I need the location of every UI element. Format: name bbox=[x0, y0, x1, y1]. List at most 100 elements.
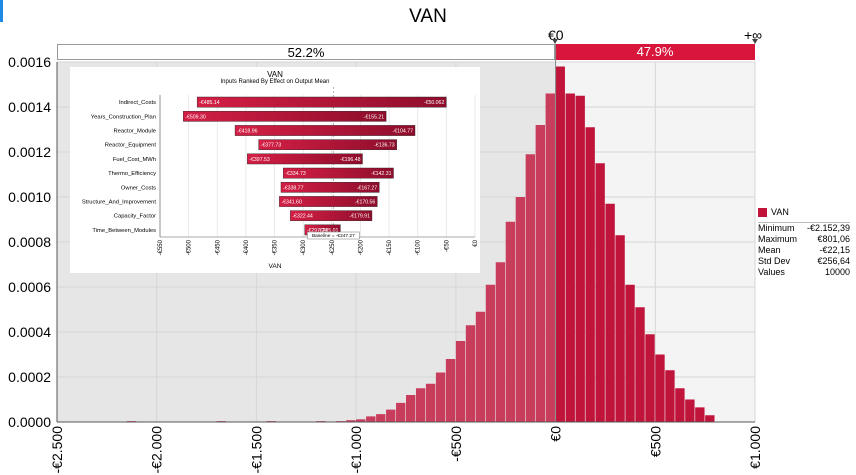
tornado-x-tick-label: -€50 bbox=[444, 239, 450, 252]
left-delimiter-handle[interactable] bbox=[552, 39, 558, 44]
y-tick-label: 0.0002 bbox=[8, 369, 51, 385]
tornado-high-label: -€155.21 bbox=[364, 114, 385, 120]
x-tick-label: -€2.500 bbox=[49, 426, 65, 474]
tornado-high-label: -€167.27 bbox=[357, 185, 378, 191]
histogram-bar bbox=[366, 416, 376, 422]
stat-value: €801,06 bbox=[817, 234, 850, 244]
tornado-x-tick-label: -€300 bbox=[301, 239, 307, 255]
statistics-table: Minimum -€2.152,39 Maximum €801,06 Mean -€22,… bbox=[758, 222, 850, 278]
tornado-row-label: Structure_And_Improvement bbox=[82, 200, 156, 206]
stat-row: Mean -€22,15 bbox=[758, 245, 850, 256]
tornado-bar bbox=[234, 125, 416, 136]
tornado-high-label: -€179.91 bbox=[349, 214, 370, 220]
tornado-low-label: -€334.73 bbox=[285, 171, 306, 177]
histogram-bar bbox=[465, 325, 476, 422]
stat-value: 10000 bbox=[824, 267, 850, 277]
left-delimiter-label: €0 bbox=[548, 27, 564, 43]
histogram-bar bbox=[545, 93, 555, 422]
histogram-bar bbox=[525, 154, 536, 422]
tornado-high-label: -€50.062 bbox=[424, 100, 445, 106]
tornado-inset: VAN Inputs Ranked By Effect on Output Me… bbox=[70, 67, 480, 273]
histogram-bar bbox=[635, 307, 645, 422]
y-tick-label: 0.0016 bbox=[8, 54, 51, 70]
tornado-low-label: -€485.14 bbox=[199, 100, 220, 106]
tornado-row-label: Owner_Costs bbox=[121, 185, 156, 191]
tornado-row-label: Capacity_Factor bbox=[114, 214, 156, 220]
stat-label: Maximum bbox=[758, 234, 798, 244]
histogram-bar bbox=[396, 402, 406, 422]
tornado-x-tick-label: -€450 bbox=[215, 239, 221, 255]
histogram-bar bbox=[575, 95, 585, 422]
tornado-high-label: -€136.73 bbox=[374, 143, 395, 149]
tornado-low-label: -€509.30 bbox=[185, 114, 206, 120]
tornado-row-label: Reactor_Equipment bbox=[105, 143, 157, 149]
stat-row: Maximum €801,06 bbox=[758, 234, 850, 245]
tornado-low-label: -€377.73 bbox=[261, 143, 282, 149]
tornado-bar bbox=[280, 181, 380, 193]
histogram-bar bbox=[555, 66, 565, 422]
tornado-subtitle: Inputs Ranked By Effect on Output Mean bbox=[220, 79, 330, 85]
tornado-bar bbox=[183, 110, 387, 122]
x-tick-label: -€2.000 bbox=[149, 426, 165, 474]
tornado-bar bbox=[247, 153, 363, 165]
tornado-bar bbox=[283, 167, 394, 179]
tornado-x-axis-label: VAN bbox=[268, 263, 282, 270]
tornado-row-label: Years_Construction_Plan bbox=[91, 114, 156, 120]
tornado-baseline-label: Baseline = -€247.27 bbox=[312, 233, 355, 239]
histogram-bar bbox=[605, 203, 615, 422]
right-delimiter-handle[interactable] bbox=[752, 39, 758, 44]
tornado-low-label: -€338.77 bbox=[283, 185, 304, 191]
stat-row: Minimum -€2.152,39 bbox=[758, 223, 850, 234]
tornado-row-label: Thermo_Efficiency bbox=[108, 171, 156, 177]
accent-bar bbox=[0, 0, 3, 22]
histogram-bar bbox=[425, 383, 436, 422]
tornado-high-label: -€235.01 bbox=[318, 228, 339, 234]
tornado-row-label: Indirect_Costs bbox=[119, 100, 156, 106]
x-tick-label: -€1.500 bbox=[248, 426, 264, 474]
histogram-bar bbox=[615, 235, 625, 422]
histogram-bar bbox=[495, 262, 506, 422]
tornado-high-label: -€104.77 bbox=[393, 129, 414, 135]
tornado-x-tick-label: -€550 bbox=[158, 239, 164, 255]
histogram-bar bbox=[445, 359, 456, 422]
tornado-x-tick-label: -€100 bbox=[416, 239, 422, 255]
tornado-high-label: -€196.48 bbox=[340, 157, 361, 163]
histogram-bar bbox=[346, 420, 356, 422]
x-tick-label: €500 bbox=[647, 426, 663, 457]
histogram-bar bbox=[665, 370, 675, 422]
histogram-bar bbox=[435, 372, 446, 422]
histogram-bar bbox=[356, 419, 366, 422]
tornado-low-label: -€322.44 bbox=[292, 214, 313, 220]
tornado-chart: -€550 -€500 -€450 -€400 -€350 -€300 -€250 -€200… bbox=[82, 87, 479, 255]
y-tick-label: 0.0012 bbox=[8, 144, 51, 160]
stat-value: -€2.152,39 bbox=[806, 223, 850, 233]
stat-label: Mean bbox=[758, 245, 781, 255]
histogram-bar bbox=[655, 354, 665, 422]
y-tick-label: 0.0014 bbox=[8, 99, 51, 115]
tornado-row-label: Fuel_Cost_MWh bbox=[113, 157, 156, 163]
histogram-bar bbox=[505, 221, 516, 422]
histogram-bar bbox=[595, 163, 605, 422]
legend-swatch bbox=[758, 208, 767, 218]
tornado-x-tick-label: -€350 bbox=[273, 239, 279, 255]
stat-row: Std Dev €256,64 bbox=[758, 256, 850, 267]
stat-label: Std Dev bbox=[758, 256, 791, 266]
tornado-low-label: -€297.24 bbox=[307, 228, 328, 234]
tornado-low-label: -€418.96 bbox=[237, 129, 258, 135]
left-probability-band: 52.2% bbox=[57, 44, 555, 60]
histogram-bar bbox=[415, 388, 426, 422]
tornado-x-tick-label: -€500 bbox=[187, 239, 193, 255]
legend-label: VAN bbox=[771, 207, 789, 217]
y-tick-label: 0.0000 bbox=[8, 414, 51, 430]
histogram-bar bbox=[406, 395, 416, 422]
histogram-bar bbox=[705, 415, 715, 422]
tornado-bar bbox=[258, 139, 397, 151]
tornado-bar bbox=[290, 210, 373, 222]
tornado-row-label: Reactor_Module bbox=[113, 129, 156, 135]
stat-label: Minimum bbox=[758, 223, 795, 233]
x-tick-label: €1.000 bbox=[747, 426, 763, 469]
histogram-bar bbox=[515, 197, 526, 422]
chart-title: VAN bbox=[409, 6, 447, 27]
x-tick-label: -€500 bbox=[448, 426, 464, 462]
tornado-bar bbox=[196, 96, 447, 108]
